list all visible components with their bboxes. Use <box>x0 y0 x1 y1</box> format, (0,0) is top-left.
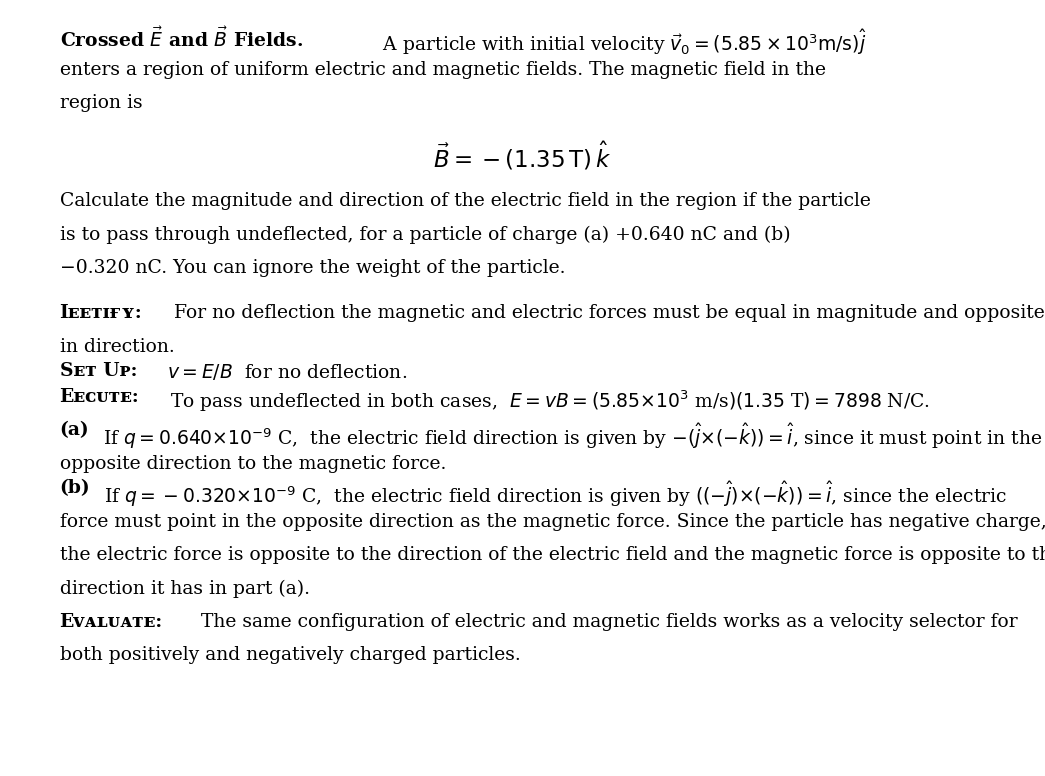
Text: Eᴇᴄᴜᴛᴇ:: Eᴇᴄᴜᴛᴇ: <box>60 388 139 406</box>
Text: (b): (b) <box>60 480 90 497</box>
Text: both positively and negatively charged particles.: both positively and negatively charged p… <box>60 646 520 664</box>
Text: Calculate the magnitude and direction of the electric field in the region if the: Calculate the magnitude and direction of… <box>60 192 870 210</box>
Text: in direction.: in direction. <box>60 338 175 355</box>
Text: opposite direction to the magnetic force.: opposite direction to the magnetic force… <box>60 455 446 473</box>
Text: −0.320 nC. You can ignore the weight of the particle.: −0.320 nC. You can ignore the weight of … <box>60 259 565 277</box>
Text: enters a region of uniform electric and magnetic fields. The magnetic field in t: enters a region of uniform electric and … <box>60 61 826 78</box>
Text: For no deflection the magnetic and electric forces must be equal in magnitude an: For no deflection the magnetic and elect… <box>175 304 1045 322</box>
Text: the electric force is opposite to the direction of the electric field and the ma: the electric force is opposite to the di… <box>60 546 1045 564</box>
Text: is to pass through undeflected, for a particle of charge (a) +0.640 nC and (b): is to pass through undeflected, for a pa… <box>60 226 790 244</box>
Text: region is: region is <box>60 94 142 112</box>
Text: Eᴠᴀʟᴜᴀᴛᴇ:: Eᴠᴀʟᴜᴀᴛᴇ: <box>60 613 163 631</box>
Text: Sᴇᴛ Uᴘ:: Sᴇᴛ Uᴘ: <box>60 362 137 380</box>
Text: If $q = 0.640{\times}10^{-9}$ C,  the electric field direction is given by $-(\h: If $q = 0.640{\times}10^{-9}$ C, the ele… <box>103 421 1042 451</box>
Text: Iᴇᴇᴛɪғʏ:: Iᴇᴇᴛɪғʏ: <box>60 304 142 322</box>
Text: $v = E/B$  for no deflection.: $v = E/B$ for no deflection. <box>167 362 408 383</box>
Text: To pass undeflected in both cases,  $E = vB = (5.85{\times}10^3$ m/s$)(1.35$ T$): To pass undeflected in both cases, $E = … <box>170 388 930 414</box>
Text: If $q = -0.320{\times}10^{-9}$ C,  the electric field direction is given by $((-: If $q = -0.320{\times}10^{-9}$ C, the el… <box>104 480 1007 509</box>
Text: The same configuration of electric and magnetic fields works as a velocity selec: The same configuration of electric and m… <box>201 613 1017 631</box>
Text: (a): (a) <box>60 421 89 439</box>
Text: direction it has in part (a).: direction it has in part (a). <box>60 580 309 598</box>
Text: Crossed $\vec{E}$ and $\vec{B}$ Fields.: Crossed $\vec{E}$ and $\vec{B}$ Fields. <box>60 27 303 51</box>
Text: force must point in the opposite direction as the magnetic force. Since the part: force must point in the opposite directi… <box>60 513 1045 531</box>
Text: A particle with initial velocity $\vec{v}_0 = (5.85 \times 10^3\mathrm{m/s})\hat: A particle with initial velocity $\vec{v… <box>377 27 867 57</box>
Text: $\vec{B} = -(1.35\,\mathrm{T})\,\hat{k}$: $\vec{B} = -(1.35\,\mathrm{T})\,\hat{k}$ <box>434 140 611 172</box>
